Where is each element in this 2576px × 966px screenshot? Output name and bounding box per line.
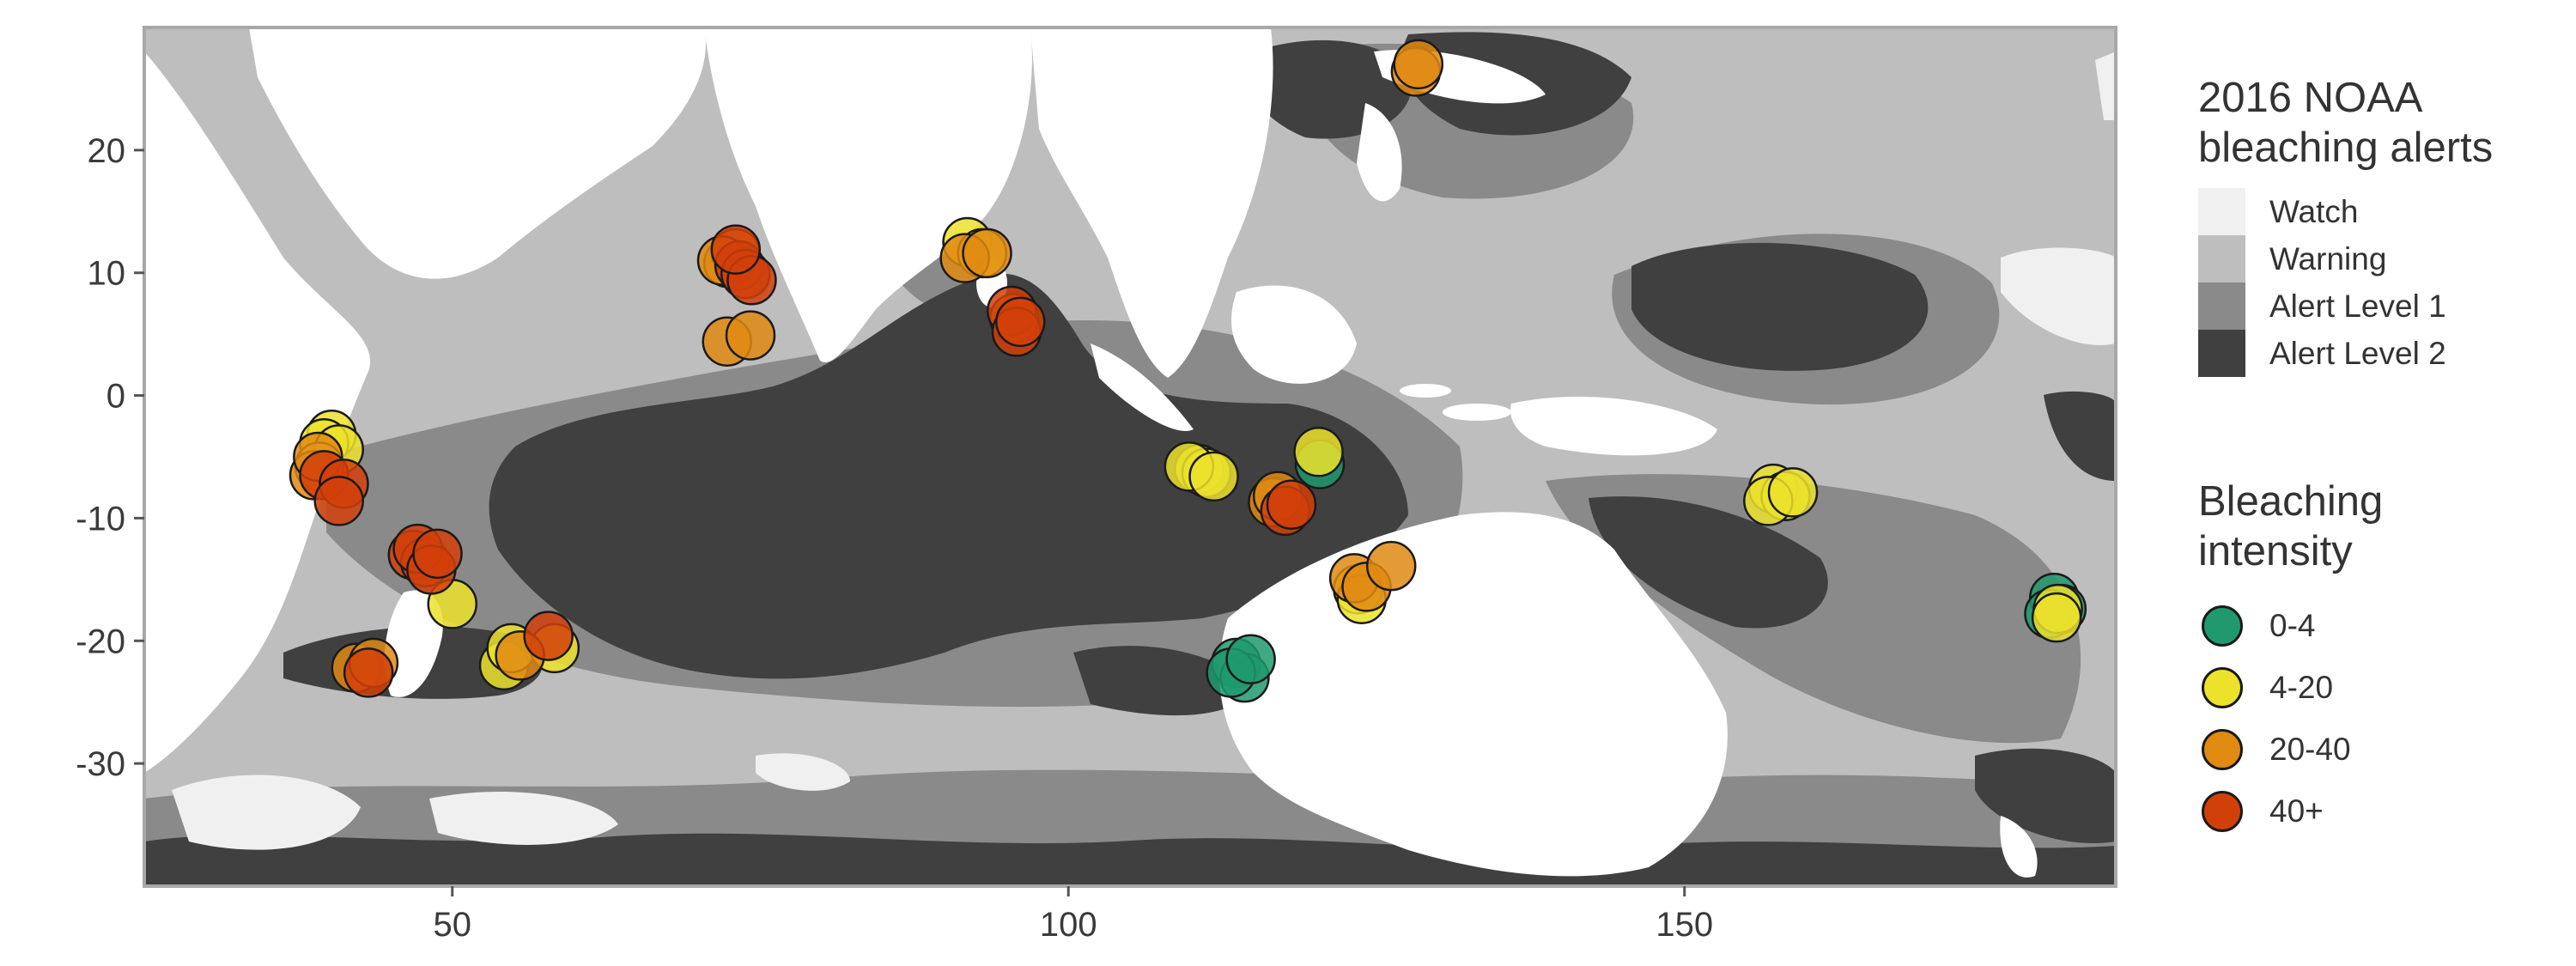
warning-swatch	[2198, 235, 2245, 283]
dot-key-0-4	[2198, 603, 2245, 650]
y-tick-label: -10	[76, 500, 125, 538]
intensity-legend-title-line1: Bleaching	[2198, 478, 2384, 525]
legend-label-20-40: 20-40	[2269, 732, 2351, 767]
intensity-legend: Bleaching intensity 0-4 4-20 20-40 40+	[2198, 477, 2559, 842]
alerts-legend-title: 2016 NOAA bleaching alerts	[2198, 73, 2559, 173]
watch-swatch	[2198, 188, 2245, 235]
alert-level-1-swatch	[2198, 283, 2245, 330]
dot-key-4-20	[2198, 665, 2245, 712]
survey-point-0-4	[1225, 634, 1276, 684]
y-tick-label: 10	[88, 255, 126, 293]
legend-item-watch: Watch	[2198, 188, 2559, 235]
legend-label-4-20: 4-20	[2269, 670, 2334, 705]
legend-item-0-4: 0-4	[2198, 595, 2559, 657]
survey-point-4-20	[1188, 451, 1239, 502]
legend-label-alert-level-1: Alert Level 1	[2269, 288, 2446, 324]
y-tick-label: 20	[88, 132, 126, 170]
survey-point-40-plus	[1266, 479, 1317, 530]
survey-point-40-plus	[313, 476, 364, 526]
legend-label-40-plus: 40+	[2269, 793, 2324, 829]
y-tick-label: -30	[76, 745, 125, 783]
survey-point-40-plus	[523, 611, 574, 661]
survey-point-20-40	[1393, 39, 1444, 90]
y-tick-label: 0	[106, 378, 125, 416]
legend-label-watch: Watch	[2269, 193, 2359, 229]
bleaching-survey-points	[289, 39, 2087, 703]
alerts-legend-title-line2: bleaching alerts	[2198, 125, 2494, 171]
legend-item-alert-level-2: Alert Level 2	[2198, 330, 2559, 377]
survey-point-4-20	[2031, 592, 2082, 643]
legend-item-warning: Warning	[2198, 235, 2559, 283]
y-axis: 20 10 0 -10 -20 -30	[76, 132, 144, 783]
survey-point-4-20	[1293, 427, 1344, 477]
map-background	[144, 27, 2116, 886]
y-tick-label: -20	[76, 623, 125, 660]
alert-level-2-swatch	[2198, 330, 2245, 377]
survey-point-4-20	[1767, 467, 1819, 518]
legend-item-alert-level-1: Alert Level 1	[2198, 283, 2559, 330]
intensity-legend-title-line2: intensity	[2198, 528, 2353, 574]
dot-key-20-40	[2198, 726, 2245, 774]
survey-point-40-plus	[412, 528, 463, 580]
legend-item-20-40: 20-40	[2198, 719, 2559, 781]
alert-watch-regions	[172, 52, 2116, 850]
survey-point-20-40	[962, 228, 1012, 279]
x-tick-label: 50	[434, 906, 472, 944]
survey-point-40-plus	[710, 224, 762, 275]
x-tick-label: 150	[1656, 906, 1713, 944]
map-panel-border	[143, 26, 2117, 888]
survey-point-20-40	[725, 310, 776, 361]
x-tick-label: 100	[1040, 906, 1097, 944]
dot-key-40-plus	[2198, 788, 2245, 835]
alerts-legend: 2016 NOAA bleaching alerts Watch Warning…	[2198, 73, 2559, 377]
x-axis: 50 100 150	[434, 886, 1713, 944]
survey-point-40-plus	[343, 647, 394, 698]
alerts-legend-title-line1: 2016 NOAA	[2198, 75, 2423, 121]
legend-item-40-plus: 40+	[2198, 781, 2559, 842]
intensity-legend-title: Bleaching intensity	[2198, 477, 2559, 576]
survey-point-40-plus	[995, 296, 1046, 348]
legend-item-4-20: 4-20	[2198, 657, 2559, 719]
legend-label-alert-level-2: Alert Level 2	[2269, 335, 2446, 371]
legend-label-warning: Warning	[2269, 240, 2387, 276]
legend-label-0-4: 0-4	[2269, 608, 2316, 643]
survey-point-20-40	[1365, 540, 1417, 592]
